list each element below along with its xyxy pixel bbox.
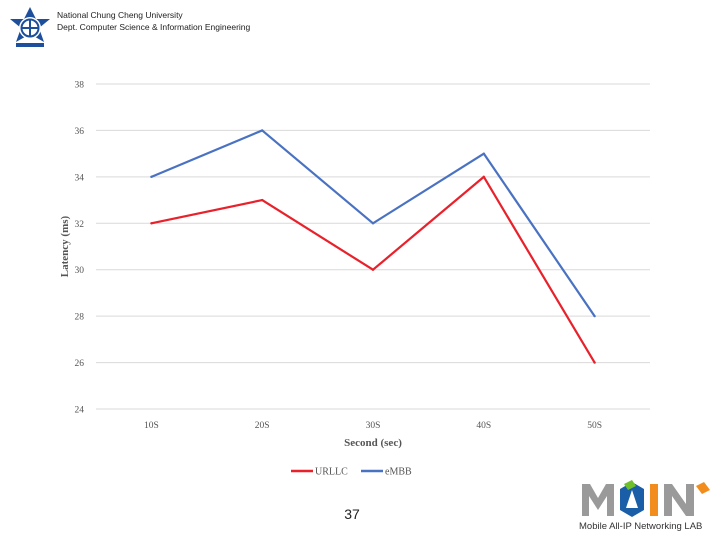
y-tick-label: 34 [75,173,85,183]
y-tick-label: 36 [75,127,85,137]
department-name: Dept. Computer Science & Information Eng… [57,22,251,32]
data-point-embb [261,129,264,132]
x-axis-label: Second (sec) [344,437,402,449]
x-tick-label: 40S [476,421,491,431]
data-point-embb [150,175,153,179]
y-tick-label: 24 [75,406,85,416]
data-point-embb [482,152,485,155]
data-point-urllc [261,198,264,202]
x-tick-label: 20S [255,421,270,431]
legend-label-embb: eMBB [385,467,412,478]
university-emblem-icon [10,7,50,47]
data-point-embb [593,314,596,318]
y-tick-label: 26 [75,359,85,369]
y-axis-label: Latency (ms) [59,215,71,277]
y-tick-label: 38 [75,81,85,91]
x-tick-label: 30S [366,421,381,431]
legend-label-urllc: URLLC [315,467,348,478]
y-tick-label: 32 [75,220,85,230]
y-tick-label: 30 [75,266,85,276]
data-point-embb [371,222,375,225]
latency-chart-svg: 24 26 28 30 32 34 36 38 10S 20S 30S 40S 50S Second (s… [59,81,650,478]
data-point-urllc [482,175,485,179]
header-text: National Chung Cheng University Dept. Co… [57,9,250,33]
data-point-urllc [371,268,375,271]
x-tick-label: 50S [587,421,602,431]
lab-logo [582,480,710,517]
x-tick-label: 10S [144,421,159,431]
lab-caption: Mobile All-IP Networking LAB [579,521,703,532]
y-tick-label: 28 [75,313,85,323]
page-number: 37 [344,506,360,522]
data-point-urllc [593,361,596,364]
data-point-urllc [150,222,153,225]
university-name: National Chung Cheng University [57,10,183,20]
